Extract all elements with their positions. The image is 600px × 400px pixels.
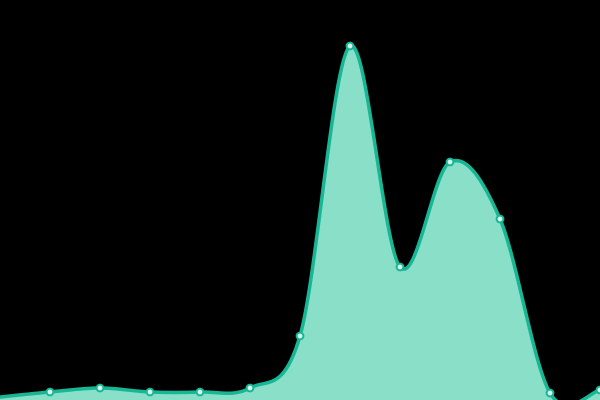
data-point-marker[interactable]	[445, 157, 455, 167]
data-point-marker[interactable]	[595, 385, 600, 395]
data-point-marker[interactable]	[395, 262, 405, 272]
area-series-line	[0, 44, 600, 400]
data-point-marker[interactable]	[495, 214, 505, 224]
data-point-marker[interactable]	[95, 383, 105, 393]
data-point-marker[interactable]	[245, 383, 255, 393]
data-point-marker[interactable]	[45, 387, 55, 397]
data-point-marker[interactable]	[345, 41, 355, 51]
data-point-marker[interactable]	[195, 387, 205, 397]
data-point-marker[interactable]	[145, 387, 155, 397]
area-series-fill	[0, 45, 600, 400]
data-point-marker[interactable]	[295, 331, 305, 341]
data-point-marker[interactable]	[545, 388, 555, 398]
